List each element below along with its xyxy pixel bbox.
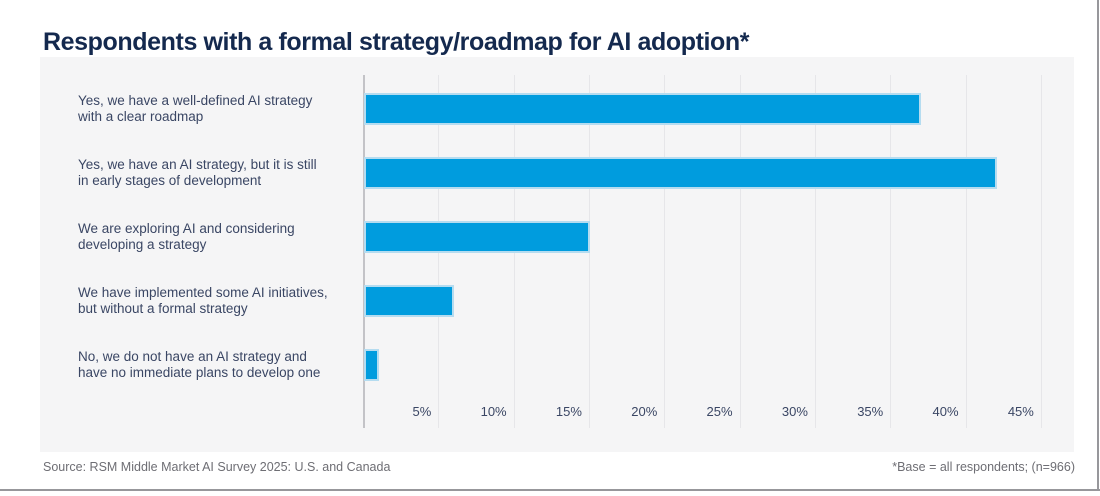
gridline <box>814 75 816 428</box>
x-tick-label: 25% <box>706 404 733 419</box>
source-note: Source: RSM Middle Market AI Survey 2025… <box>43 460 391 474</box>
bar <box>364 157 997 189</box>
bar <box>364 349 380 381</box>
category-label: No, we do not have an AI strategy and ha… <box>78 349 321 380</box>
gridline <box>664 75 666 428</box>
chart-panel: Yes, we have a well-defined AI strategy … <box>40 57 1074 452</box>
x-axis-ticks: 5% 10% 15% 20% 25% 30% 35% 40% 45% <box>363 404 1074 422</box>
x-tick-label: 30% <box>781 404 808 419</box>
chart-row: Yes, we have an AI strategy, but it is s… <box>40 141 1074 205</box>
x-tick-label: 35% <box>857 404 884 419</box>
chart-row: We are exploring AI and considering deve… <box>40 205 1074 269</box>
bar <box>364 221 590 253</box>
gridline <box>1040 75 1042 428</box>
x-tick-label: 15% <box>555 404 582 419</box>
x-tick-label: 10% <box>480 404 507 419</box>
page-border-right <box>1097 0 1099 491</box>
x-tick-label: 20% <box>631 404 658 419</box>
bar-track <box>363 77 1074 141</box>
chart-row: We have implemented some AI initiatives,… <box>40 269 1074 333</box>
category-label: We are exploring AI and considering deve… <box>78 221 295 252</box>
chart-row: Yes, we have a well-defined AI strategy … <box>40 77 1074 141</box>
gridline <box>965 75 967 428</box>
gridline <box>890 75 892 428</box>
footer: Source: RSM Middle Market AI Survey 2025… <box>43 460 1075 474</box>
page-title: Respondents with a formal strategy/roadm… <box>43 27 750 56</box>
chart-row: No, we do not have an AI strategy and ha… <box>40 333 1074 397</box>
page-border-bottom <box>0 489 1100 491</box>
x-tick-label: 40% <box>932 404 959 419</box>
category-label: Yes, we have a well-defined AI strategy … <box>78 93 313 124</box>
base-note: *Base = all respondents; (n=966) <box>892 460 1075 474</box>
bar <box>364 93 922 125</box>
category-label: Yes, we have an AI strategy, but it is s… <box>78 157 317 188</box>
category-label: We have implemented some AI initiatives,… <box>78 285 328 316</box>
bar <box>364 285 455 317</box>
bar-track <box>363 141 1074 205</box>
bar-track <box>363 269 1074 333</box>
x-tick-label: 45% <box>1007 404 1034 419</box>
gridline <box>739 75 741 428</box>
x-tick-label: 5% <box>412 404 432 419</box>
bar-track <box>363 333 1074 397</box>
bar-rows: Yes, we have a well-defined AI strategy … <box>40 77 1074 397</box>
bar-track <box>363 205 1074 269</box>
